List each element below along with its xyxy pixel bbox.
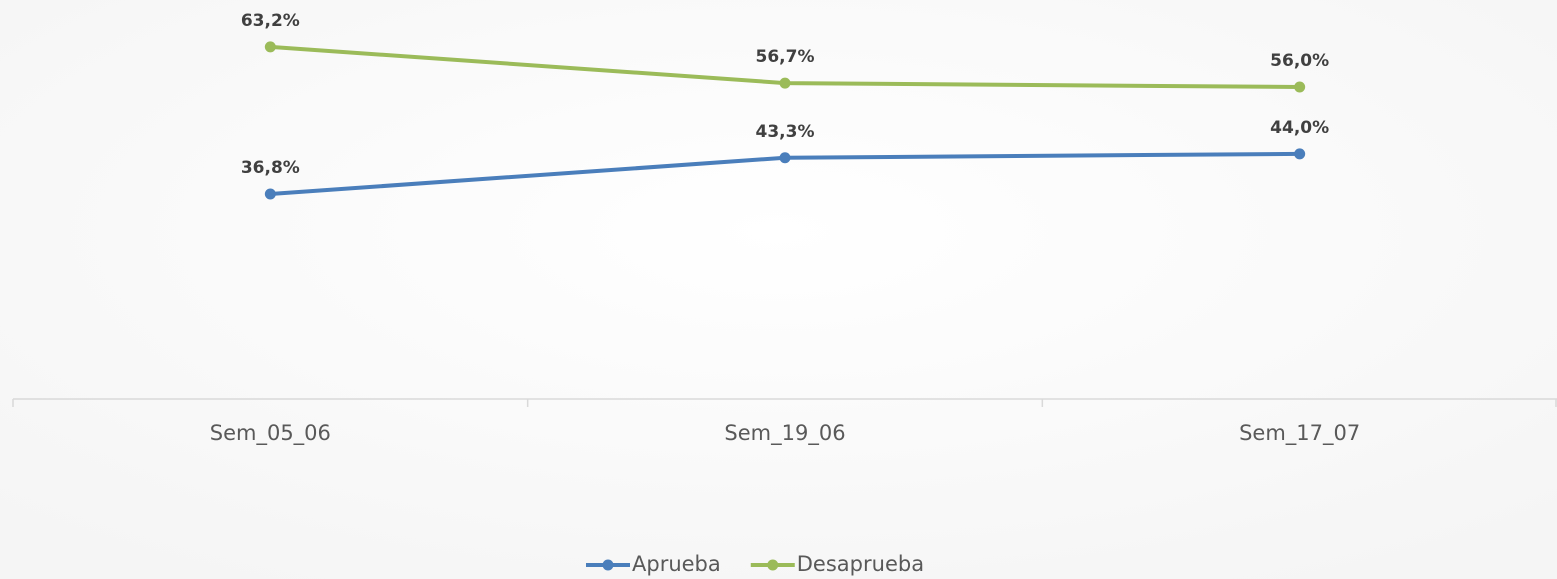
legend-marker xyxy=(602,559,614,571)
legend-label: Desaprueba xyxy=(797,552,924,576)
value-label: 43,3% xyxy=(756,122,815,142)
x-tick-label: Sem_05_06 xyxy=(210,421,331,446)
value-label: 44,0% xyxy=(1270,118,1329,138)
marker xyxy=(1294,148,1306,160)
legend-marker xyxy=(767,559,779,571)
legend-label: Aprueba xyxy=(632,552,721,576)
x-tick-label: Sem_17_07 xyxy=(1239,421,1360,446)
x-tick-label: Sem_19_06 xyxy=(724,421,845,446)
value-label: 63,2% xyxy=(241,11,300,31)
marker xyxy=(264,188,276,200)
marker xyxy=(779,152,791,164)
marker xyxy=(264,41,276,53)
marker xyxy=(779,77,791,89)
value-label: 56,7% xyxy=(756,47,815,67)
value-label: 56,0% xyxy=(1270,51,1329,71)
marker xyxy=(1294,81,1306,93)
value-label: 36,8% xyxy=(241,158,300,178)
